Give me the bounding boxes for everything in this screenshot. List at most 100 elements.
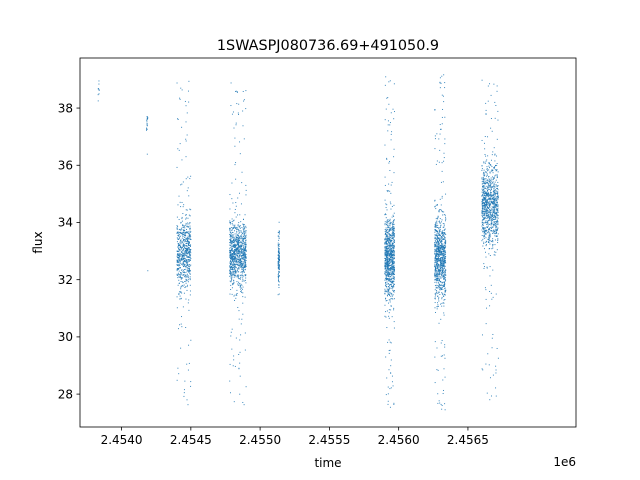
data-point — [387, 232, 389, 234]
data-point — [437, 246, 439, 248]
data-point — [384, 176, 386, 178]
data-point — [239, 274, 241, 276]
data-point — [179, 97, 181, 99]
data-point — [440, 272, 442, 274]
data-point — [441, 302, 443, 304]
data-point — [389, 301, 391, 303]
data-point — [486, 214, 488, 216]
data-point — [497, 222, 499, 224]
data-point — [243, 138, 245, 140]
x-tick-label: 2.4545 — [170, 433, 212, 447]
data-point — [233, 274, 235, 276]
data-point — [229, 254, 231, 256]
data-point — [440, 267, 442, 269]
data-point — [238, 353, 240, 355]
data-point — [493, 198, 495, 200]
data-point — [441, 408, 443, 410]
data-point — [442, 226, 444, 228]
data-point — [482, 218, 484, 220]
data-point — [445, 193, 447, 195]
data-point — [388, 103, 390, 105]
data-point — [390, 387, 392, 389]
data-point — [439, 266, 441, 268]
data-point — [495, 232, 497, 234]
data-point — [186, 238, 188, 240]
data-point — [242, 279, 244, 281]
data-point — [490, 204, 492, 206]
data-point — [438, 286, 440, 288]
data-point — [388, 302, 389, 304]
data-point — [491, 337, 493, 339]
data-point — [230, 251, 231, 253]
data-point — [384, 231, 386, 233]
data-point — [434, 285, 436, 287]
data-point — [440, 258, 442, 260]
data-point — [437, 259, 439, 261]
data-point — [176, 379, 178, 381]
data-point — [243, 250, 245, 252]
data-point — [243, 260, 245, 262]
data-point — [441, 245, 443, 247]
data-point — [234, 245, 236, 247]
data-point — [386, 256, 388, 258]
data-point — [389, 227, 391, 229]
data-point — [487, 170, 489, 172]
data-point — [392, 227, 394, 229]
data-point — [493, 218, 495, 220]
data-point — [440, 268, 442, 270]
data-point — [443, 246, 445, 248]
data-point — [487, 215, 489, 217]
data-point — [229, 227, 231, 229]
data-point — [434, 276, 436, 278]
data-point — [441, 263, 443, 264]
data-point — [388, 275, 390, 277]
data-point — [494, 212, 496, 214]
data-point — [493, 168, 495, 170]
data-point — [442, 260, 444, 262]
data-point — [435, 262, 437, 264]
data-point — [179, 243, 181, 245]
data-point — [393, 276, 395, 278]
data-point — [440, 251, 442, 253]
data-point — [236, 244, 238, 246]
data-point — [487, 353, 489, 355]
data-point — [179, 254, 181, 256]
data-point — [386, 268, 388, 270]
data-point — [437, 239, 439, 241]
data-point — [389, 259, 391, 261]
data-point — [231, 328, 233, 330]
data-point — [234, 273, 236, 275]
data-point — [233, 258, 235, 260]
data-point — [497, 208, 499, 210]
data-point — [436, 308, 438, 310]
data-point — [277, 277, 279, 279]
data-point — [229, 268, 231, 270]
data-point — [497, 240, 499, 242]
data-point — [385, 203, 387, 205]
data-point — [182, 181, 184, 183]
data-point — [483, 219, 485, 221]
data-point — [181, 264, 183, 266]
data-point — [492, 239, 494, 241]
data-point — [489, 209, 491, 211]
data-point — [390, 256, 392, 258]
data-point — [240, 287, 242, 289]
data-point — [486, 207, 488, 209]
data-point — [245, 274, 247, 276]
data-point — [385, 249, 387, 251]
data-point — [178, 257, 180, 259]
data-point — [386, 204, 388, 206]
data-point — [486, 266, 488, 268]
data-point — [178, 276, 180, 278]
data-point — [188, 80, 190, 82]
data-point — [436, 347, 438, 349]
data-point — [240, 263, 242, 265]
data-point — [244, 242, 246, 244]
data-point — [386, 235, 388, 237]
data-point — [186, 259, 188, 261]
data-point — [485, 208, 487, 210]
data-point — [244, 235, 246, 237]
data-point — [229, 265, 231, 267]
data-point — [392, 274, 394, 276]
data-point — [237, 225, 239, 227]
